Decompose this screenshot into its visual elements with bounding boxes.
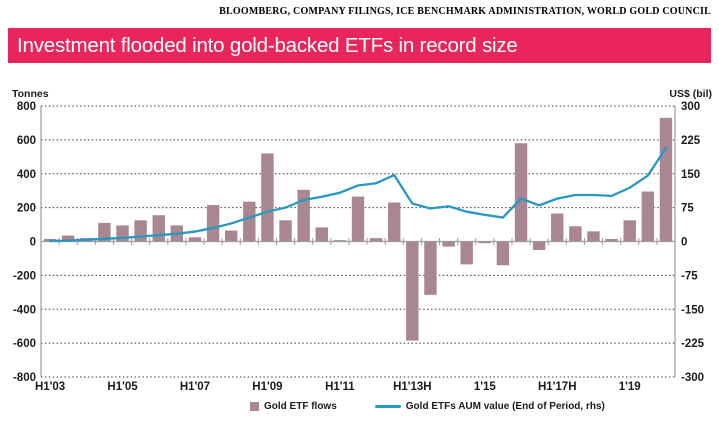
svg-text:1'15: 1'15 <box>474 381 497 393</box>
svg-text:-800: -800 <box>13 372 36 384</box>
svg-text:H1'17H: H1'17H <box>538 381 577 393</box>
svg-text:225: 225 <box>681 135 701 147</box>
chart-title: Investment flooded into gold-backed ETFs… <box>17 34 518 57</box>
chart-title-banner: Investment flooded into gold-backed ETFs… <box>8 28 711 63</box>
svg-text:800: 800 <box>17 101 36 113</box>
svg-text:H1'05: H1'05 <box>107 381 138 393</box>
svg-text:200: 200 <box>17 203 36 215</box>
svg-text:0: 0 <box>681 237 687 249</box>
svg-text:H1'07: H1'07 <box>180 381 210 393</box>
bar-swatch-icon <box>250 402 259 411</box>
legend-label-aum: Gold ETFs AUM value (End of Period, rhs) <box>405 401 605 412</box>
svg-text:400: 400 <box>17 169 36 181</box>
legend-item-aum: Gold ETFs AUM value (End of Period, rhs) <box>374 401 605 412</box>
left-axis-caption: Tonnes <box>12 88 49 100</box>
svg-text:-200: -200 <box>13 270 36 282</box>
svg-text:-600: -600 <box>13 338 36 350</box>
svg-text:H1'11: H1'11 <box>325 381 355 393</box>
svg-text:-150: -150 <box>681 304 704 316</box>
svg-text:H1'13H: H1'13H <box>393 381 432 393</box>
svg-text:75: 75 <box>681 203 694 215</box>
svg-text:1'19: 1'19 <box>619 381 641 393</box>
line-swatch-icon <box>374 405 401 408</box>
right-axis-caption: US$ (bil) <box>669 88 712 100</box>
chart-legend: Gold ETF flows Gold ETFs AUM value (End … <box>250 401 605 412</box>
svg-text:300: 300 <box>681 101 700 113</box>
svg-text:600: 600 <box>17 135 36 147</box>
data-sources-text: BLOOMBERG, COMPANY FILINGS, ICE BENCHMAR… <box>219 6 711 17</box>
legend-item-flows: Gold ETF flows <box>250 401 337 412</box>
svg-text:H1'03: H1'03 <box>35 381 65 393</box>
svg-text:-225: -225 <box>681 338 705 350</box>
svg-text:-300: -300 <box>681 372 704 384</box>
svg-text:H1'09: H1'09 <box>252 381 282 393</box>
svg-text:-75: -75 <box>681 270 698 282</box>
svg-text:0: 0 <box>30 237 36 249</box>
svg-text:150: 150 <box>681 169 700 181</box>
legend-label-flows: Gold ETF flows <box>264 401 337 412</box>
svg-text:-400: -400 <box>13 304 36 316</box>
